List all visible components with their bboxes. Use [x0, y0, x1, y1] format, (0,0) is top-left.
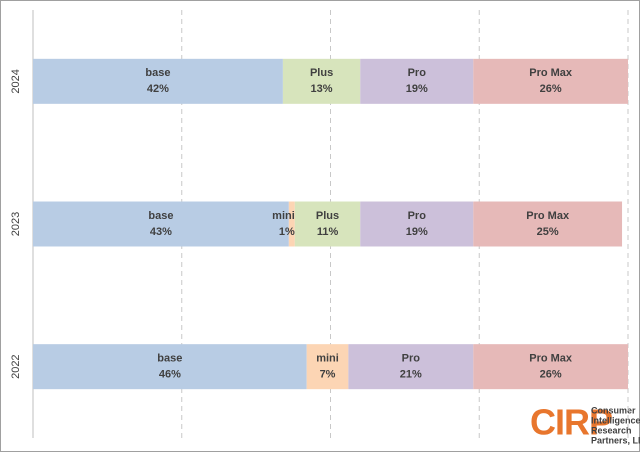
segment-name: Pro Max: [529, 353, 573, 365]
logo-text: Intelligence: [591, 415, 640, 425]
segment-name: base: [145, 67, 170, 79]
bar-segment: [473, 201, 623, 247]
logo-mark: CIRP: [530, 402, 612, 443]
bar-segment: [33, 344, 307, 390]
value-label: 21%: [400, 369, 422, 381]
value-label: 26%: [540, 369, 562, 381]
value-label: 11%: [317, 226, 339, 238]
segment-name: Pro: [408, 210, 427, 222]
bar-segment: [33, 58, 283, 104]
bar-segment: [33, 201, 289, 247]
bar-segment: [282, 58, 361, 104]
value-label: 1%: [279, 226, 295, 238]
segment-name: Pro Max: [526, 210, 570, 222]
segment-name: Plus: [316, 210, 339, 222]
segment-name: mini: [272, 210, 295, 222]
segment-name: base: [148, 210, 173, 222]
value-label: 46%: [159, 369, 181, 381]
segment-name: mini: [316, 353, 339, 365]
y-tick-label: 2024: [10, 69, 22, 93]
bar-segment: [473, 58, 628, 104]
value-label: 19%: [406, 83, 428, 95]
bar-segment: [360, 58, 474, 104]
bar-segment: [294, 201, 361, 247]
logo-text: Consumer: [591, 405, 636, 415]
value-label: 25%: [537, 226, 559, 238]
bar-segment: [306, 344, 349, 390]
logo: CIRP Consumer Intelligence Research Part…: [530, 402, 640, 446]
value-label: 13%: [311, 83, 333, 95]
bar-segment: [473, 344, 628, 390]
bar-segment: [288, 201, 295, 247]
logo-text: Research: [591, 425, 632, 435]
y-tick-label: 2023: [10, 212, 22, 236]
segment-name: Pro: [402, 353, 421, 365]
y-tick-label: 2022: [10, 354, 22, 378]
logo-text: Partners, LLC: [591, 435, 640, 445]
value-label: 19%: [406, 226, 428, 238]
segment-name: base: [157, 353, 182, 365]
bar-segment: [348, 344, 474, 390]
value-label: 43%: [150, 226, 172, 238]
segment-name: Pro: [408, 67, 427, 79]
value-label: 42%: [147, 83, 169, 95]
segment-name: Pro Max: [529, 67, 573, 79]
segment-name: Plus: [310, 67, 333, 79]
value-label: 26%: [540, 83, 562, 95]
bar-segment: [360, 201, 474, 247]
value-label: 7%: [320, 369, 336, 381]
